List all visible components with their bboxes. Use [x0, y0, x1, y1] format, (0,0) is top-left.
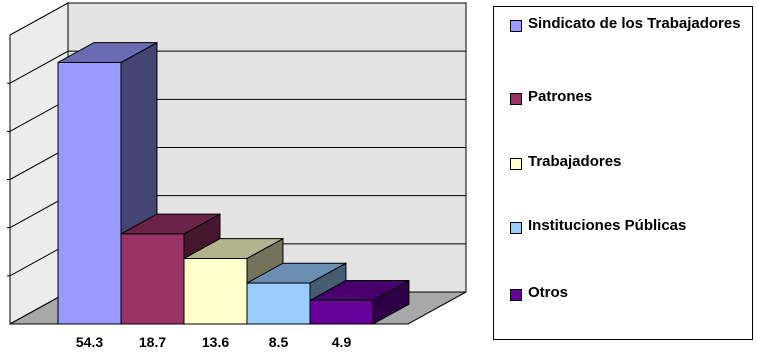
bar-1 [57, 41, 158, 325]
legend-swatch [510, 158, 522, 170]
chart-bars [57, 41, 410, 325]
legend-item: Sindicato de los Trabajadores [494, 15, 753, 32]
bar-front-face [57, 61, 122, 325]
bar-chart: 54.3 18.7 13.6 8.5 4.9 [7, 2, 467, 350]
legend-swatch [510, 289, 522, 301]
legend-item: Instituciones Públicas [494, 217, 753, 234]
legend-label: Sindicato de los Trabajadores [528, 15, 741, 32]
gridline [9, 50, 466, 84]
legend-label: Patrones [528, 88, 593, 105]
legend-label: Otros [528, 284, 569, 301]
legend-item: Trabajadores [494, 153, 753, 170]
data-label: 18.7 [139, 334, 166, 350]
legend-swatch [510, 93, 522, 105]
bar-front-face [120, 233, 185, 325]
bar-front-face [183, 257, 248, 325]
legend-label: Instituciones Públicas [528, 217, 687, 234]
legend-item: Patrones [494, 88, 753, 105]
data-label: 8.5 [269, 334, 289, 350]
legend-label: Trabajadores [528, 153, 622, 170]
data-label: 4.9 [332, 334, 352, 350]
chart-legend: Sindicato de los Trabajadores Patrones Tra… [493, 6, 753, 340]
bar-5 [309, 279, 410, 325]
data-label: 13.6 [202, 334, 229, 350]
bar-front-face [246, 282, 311, 325]
chart-data-labels: 54.3 18.7 13.6 8.5 4.9 [76, 334, 352, 350]
bar-front-face [309, 299, 374, 325]
legend-swatch [510, 20, 522, 32]
legend-item: Otros [494, 284, 753, 301]
data-label: 54.3 [76, 334, 103, 350]
legend-swatch [510, 222, 522, 234]
